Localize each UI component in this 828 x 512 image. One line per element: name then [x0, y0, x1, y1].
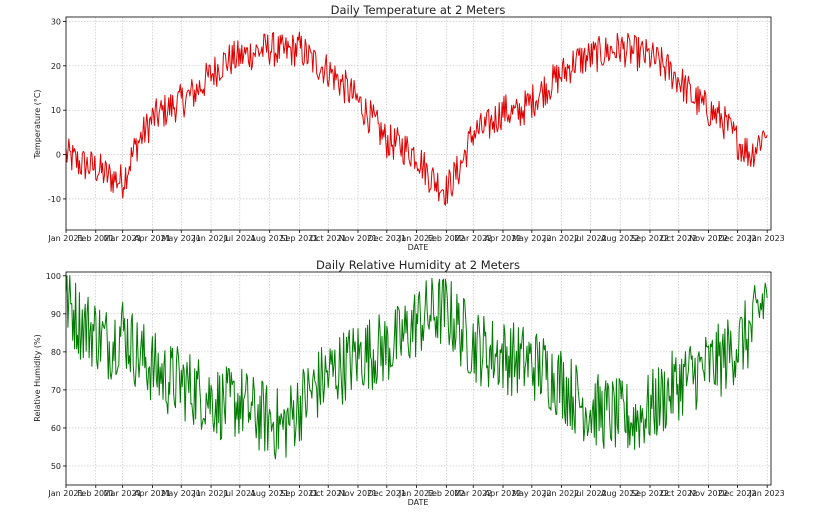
temperature-xtick-label-6: Jul 2021 [223, 234, 257, 243]
humidity-xtick-label-0: Jan 2021 [47, 489, 83, 498]
temperature-xtick-label-2: Mar 2021 [104, 234, 142, 243]
temperature-ytick-label-1: 0 [56, 151, 61, 160]
humidity-y-axis-label: Relative Humidity (%) [33, 334, 42, 421]
humidity-series-line-0 [65, 275, 768, 460]
temperature-xtick-label-17: Jun 2022 [543, 234, 579, 243]
humidity-xtick-label-8: Sep 2021 [280, 489, 318, 498]
temperature-ytick-label-3: 20 [51, 62, 61, 71]
temperature-xtick-label-15: Apr 2022 [485, 234, 522, 243]
humidity-xtick-label-6: Jul 2021 [223, 489, 257, 498]
humidity-x-axis-label: DATE [408, 498, 429, 507]
humidity-xtick-label-5: Jun 2021 [192, 489, 228, 498]
humidity-xtick-label-10: Nov 2021 [339, 489, 378, 498]
temperature-xtick-label-3: Apr 2021 [134, 234, 171, 243]
temperature-xtick-label-24: Jan 2023 [749, 234, 785, 243]
temperature-xtick-label-1: Feb 2021 [77, 234, 114, 243]
humidity-ytick-label-5: 100 [46, 272, 61, 281]
temperature-xtick-label-10: Nov 2021 [339, 234, 378, 243]
temperature-series [65, 31, 768, 206]
humidity-xtick-label-22: Nov 2022 [689, 489, 728, 498]
temperature-y-axis-label: Temperature (°C) [33, 89, 42, 159]
humidity-grid [65, 272, 771, 485]
humidity-xtick-label-12: Jan 2022 [398, 489, 434, 498]
humidity-plot-frame [65, 271, 772, 486]
temperature-chart: Daily Temperature at 2 Meters Temperatur… [33, 3, 785, 252]
temperature-xtick-label-8: Sep 2021 [280, 234, 318, 243]
humidity-chart-title: Daily Relative Humidity at 2 Meters [316, 258, 520, 272]
temperature-xtick-label-9: Oct 2021 [310, 234, 347, 243]
humidity-xtick-label-15: Apr 2022 [485, 489, 522, 498]
temperature-series-line-0 [65, 31, 768, 206]
humidity-xtick-label-3: Apr 2021 [134, 489, 171, 498]
temperature-xtick-label-4: May 2021 [162, 234, 201, 243]
humidity-xtick-label-7: Aug 2021 [250, 489, 289, 498]
temperature-xtick-label-0: Jan 2021 [47, 234, 83, 243]
temperature-xtick-label-22: Nov 2022 [689, 234, 728, 243]
humidity-ytick-label-4: 90 [51, 310, 61, 319]
temperature-ytick-label-4: 30 [51, 17, 61, 26]
humidity-xtick-label-11: Dec 2021 [368, 489, 406, 498]
humidity-chart: Daily Relative Humidity at 2 Meters Rela… [33, 258, 785, 507]
temperature-xtick-label-7: Aug 2021 [250, 234, 289, 243]
humidity-series [65, 275, 768, 460]
humidity-ytick-label-0: 50 [51, 462, 61, 471]
temperature-xtick-label-16: May 2022 [512, 234, 551, 243]
humidity-xtick-label-24: Jan 2023 [749, 489, 785, 498]
temperature-ytick-label-2: 10 [51, 106, 61, 115]
temperature-plot-frame [65, 16, 772, 231]
humidity-xtick-label-4: May 2021 [162, 489, 201, 498]
humidity-xtick-label-18: Jul 2022 [573, 489, 607, 498]
temperature-xtick-label-19: Aug 2022 [601, 234, 640, 243]
temperature-xtick-label-12: Jan 2022 [398, 234, 434, 243]
temperature-grid [65, 17, 771, 230]
humidity-ytick-label-3: 80 [51, 348, 61, 357]
humidity-xtick-label-19: Aug 2022 [601, 489, 640, 498]
temperature-xtick-label-5: Jun 2021 [192, 234, 228, 243]
temperature-xtick-label-23: Dec 2022 [718, 234, 756, 243]
humidity-xtick-label-23: Dec 2022 [718, 489, 756, 498]
humidity-xtick-label-16: May 2022 [512, 489, 551, 498]
humidity-ytick-label-1: 60 [51, 424, 61, 433]
humidity-xtick-label-9: Oct 2021 [310, 489, 347, 498]
temperature-xtick-label-14: Mar 2022 [454, 234, 492, 243]
temperature-chart-title: Daily Temperature at 2 Meters [331, 3, 506, 17]
humidity-xtick-label-13: Feb 2022 [428, 489, 465, 498]
temperature-xtick-label-13: Feb 2022 [428, 234, 465, 243]
humidity-ytick-label-2: 70 [51, 386, 61, 395]
humidity-xtick-label-1: Feb 2021 [77, 489, 114, 498]
humidity-xtick-label-14: Mar 2022 [454, 489, 492, 498]
temperature-xtick-label-21: Oct 2022 [660, 234, 697, 243]
temperature-xtick-label-20: Sep 2022 [631, 234, 669, 243]
humidity-xtick-label-2: Mar 2021 [104, 489, 142, 498]
temperature-x-axis-label: DATE [408, 243, 429, 252]
humidity-xtick-label-20: Sep 2022 [631, 489, 669, 498]
humidity-xtick-label-17: Jun 2022 [543, 489, 579, 498]
temperature-xtick-label-11: Dec 2021 [368, 234, 406, 243]
temperature-ytick-label-0: -10 [48, 195, 61, 204]
temperature-xtick-label-18: Jul 2022 [573, 234, 607, 243]
humidity-xtick-label-21: Oct 2022 [660, 489, 697, 498]
